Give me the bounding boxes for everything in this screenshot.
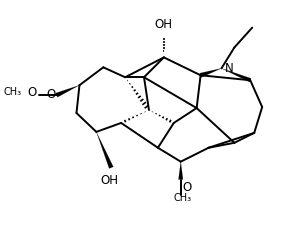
Text: CH₃: CH₃ — [4, 87, 22, 97]
Text: OH: OH — [100, 174, 118, 187]
Polygon shape — [222, 68, 251, 82]
Text: O: O — [46, 88, 56, 101]
Text: methoxy: methoxy — [30, 94, 37, 95]
Text: N: N — [224, 62, 233, 75]
Polygon shape — [179, 162, 183, 180]
Polygon shape — [96, 132, 113, 168]
Text: CH₃: CH₃ — [174, 193, 192, 203]
Text: OH: OH — [155, 17, 173, 31]
Text: O: O — [28, 86, 37, 99]
Polygon shape — [200, 68, 222, 77]
Polygon shape — [56, 85, 79, 97]
Text: O: O — [183, 180, 192, 194]
